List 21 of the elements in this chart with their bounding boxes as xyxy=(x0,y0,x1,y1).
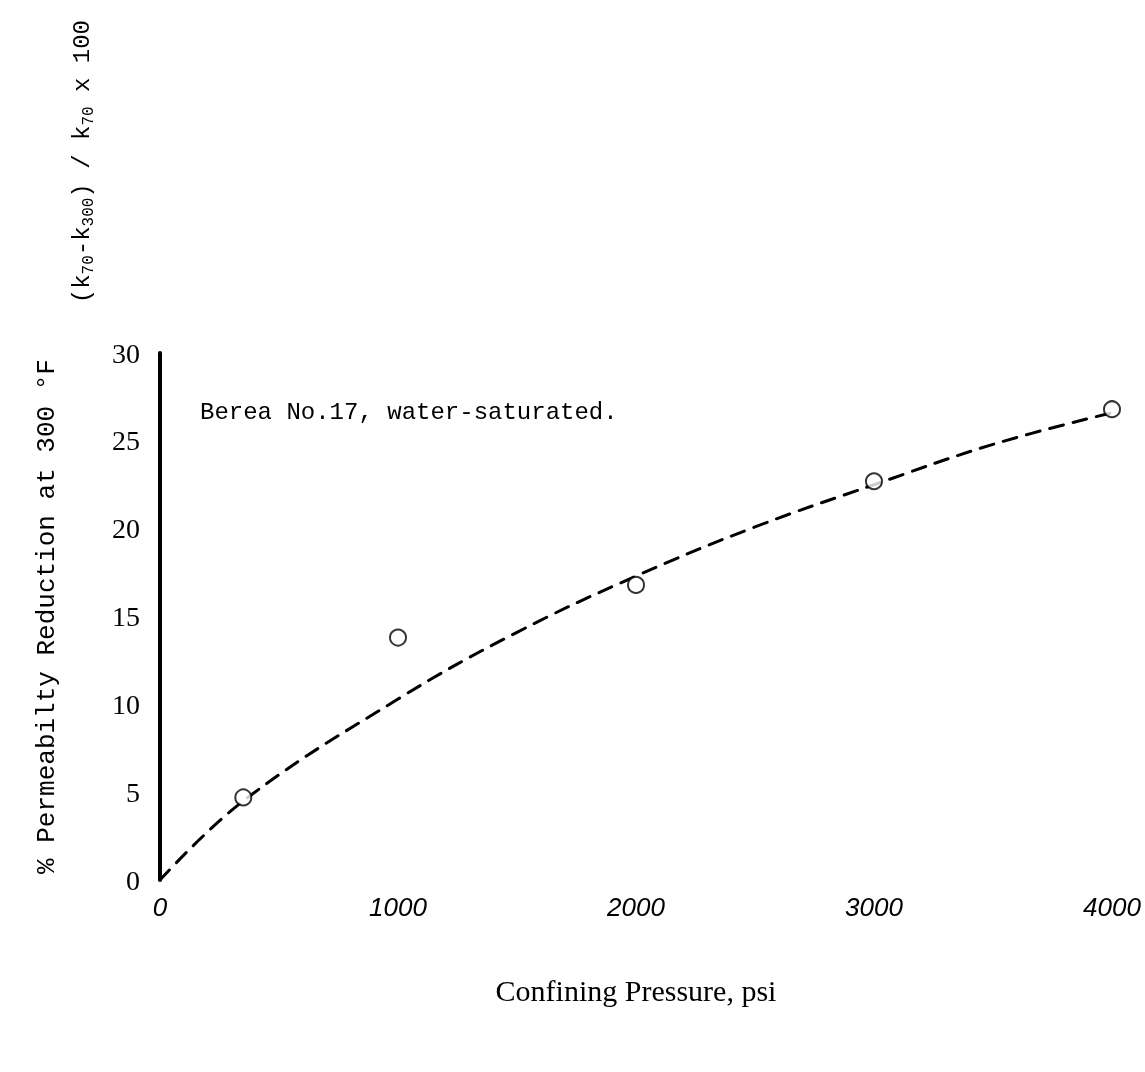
y-axis-title: % Permeabilty Reduction at 300 °F xyxy=(32,359,62,874)
y-tick-label: 15 xyxy=(112,601,140,632)
point xyxy=(1103,400,1121,419)
annotation: Berea No.17, water-saturated. xyxy=(200,398,618,426)
point xyxy=(865,472,883,491)
y-tick-label: 10 xyxy=(112,688,140,720)
x-axis-title: Confining Pressure, psi xyxy=(495,973,777,1007)
point xyxy=(234,788,253,807)
x-tick-label: 0 xyxy=(152,892,168,922)
x-tick-label: 1000 xyxy=(369,892,428,922)
y-tick-label: 30 xyxy=(112,337,140,369)
y-tick-label: 0 xyxy=(126,864,140,896)
x-tick-label: 2000 xyxy=(606,892,666,922)
x-tick-label: 3000 xyxy=(845,892,904,922)
y-tick-label: 5 xyxy=(126,776,140,808)
x-tick-label: 4000 xyxy=(1083,892,1142,922)
y-tick-label: 20 xyxy=(112,513,140,545)
point xyxy=(627,575,645,594)
point xyxy=(389,628,407,647)
y-tick-label: 25 xyxy=(112,425,140,457)
text: (k70-k300) / k70 x 100 xyxy=(68,19,98,304)
